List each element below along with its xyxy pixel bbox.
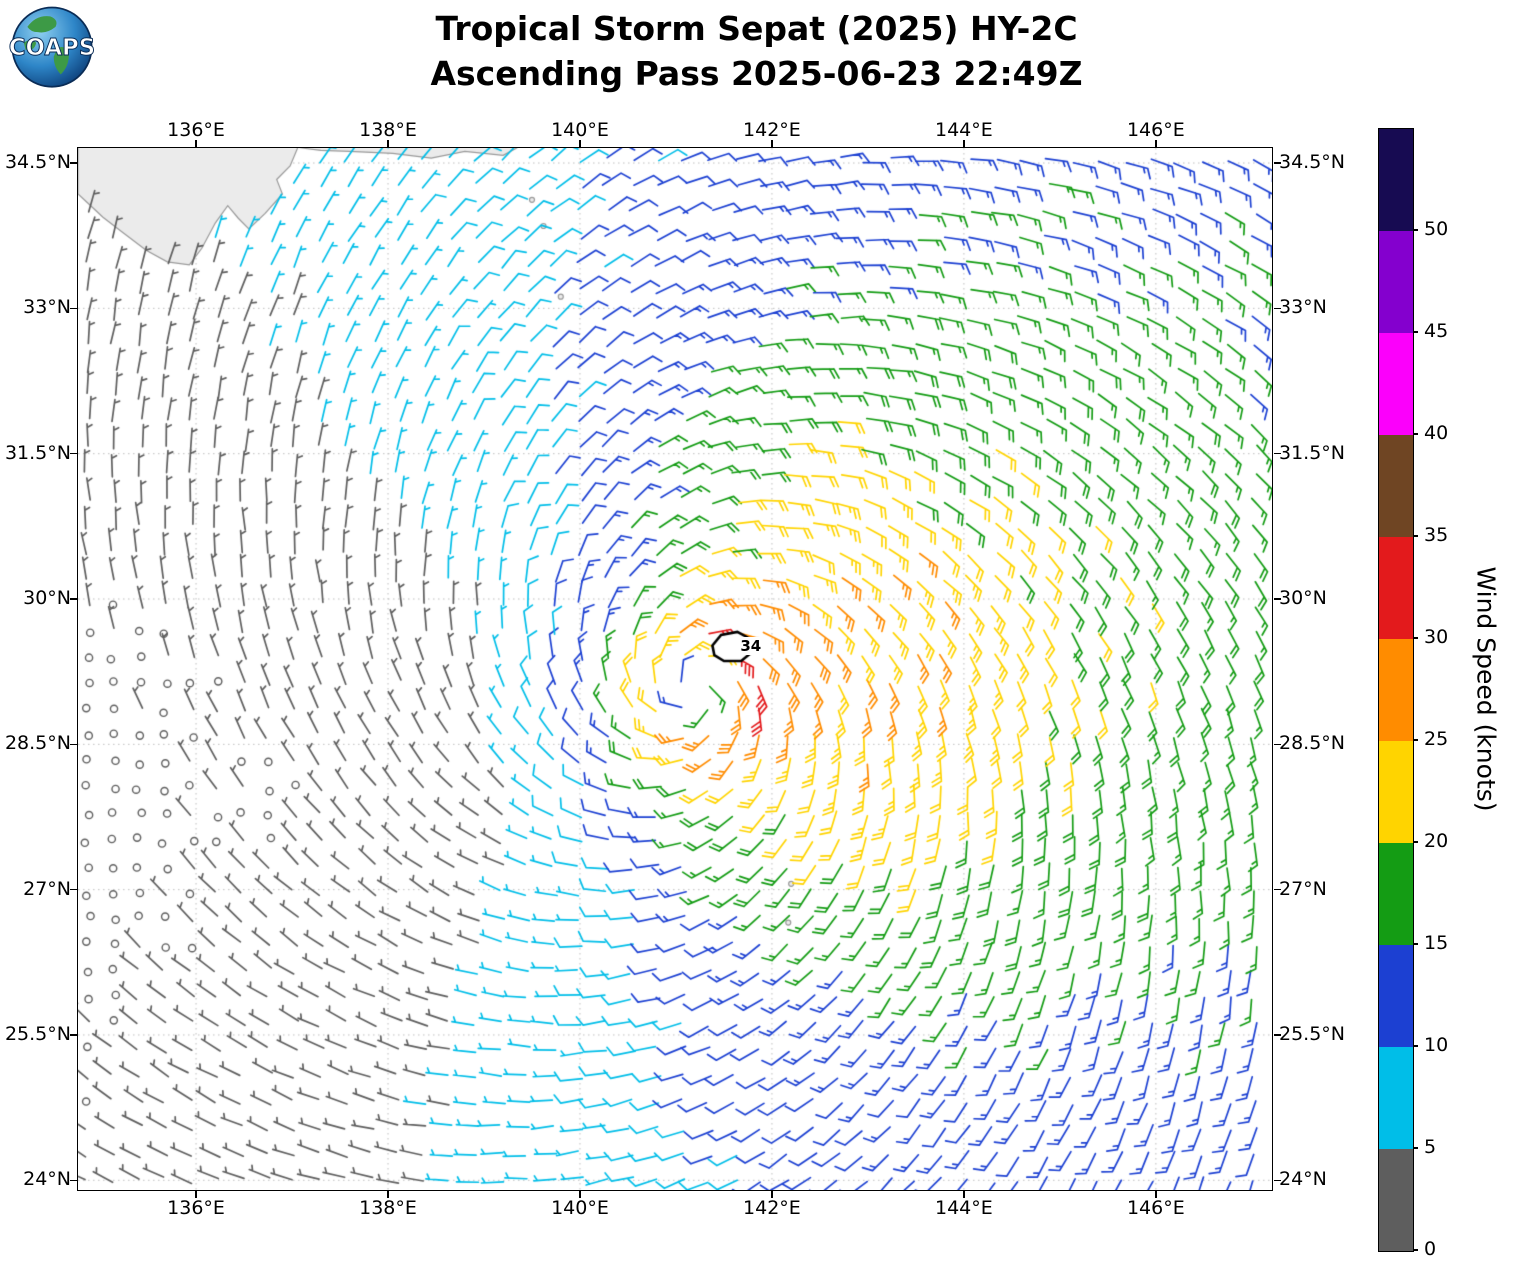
y-tick-mark-left bbox=[70, 307, 77, 310]
y-tick-mark-left bbox=[70, 452, 77, 455]
colorbar-tick-label: 0 bbox=[1424, 1238, 1437, 1260]
colorbar-tick-label: 35 bbox=[1424, 524, 1449, 546]
y-tick-mark-left bbox=[70, 598, 77, 600]
x-tick-mark-top bbox=[771, 140, 773, 147]
colorbar-tick-label: 25 bbox=[1424, 728, 1449, 750]
coaps-logo-text: COAPS bbox=[9, 35, 96, 61]
colorbar-segment bbox=[1379, 945, 1413, 1047]
colorbar-tick-label: 40 bbox=[1424, 422, 1449, 444]
y-tick-mark-right bbox=[1274, 1034, 1281, 1036]
x-tick-mark-top bbox=[387, 140, 389, 147]
y-tick-mark-left bbox=[70, 1179, 77, 1182]
colorbar-segment bbox=[1379, 435, 1413, 537]
y-tick-label-right: 28.5°N bbox=[1279, 732, 1346, 755]
x-tick-label-top: 144°E bbox=[935, 119, 993, 141]
y-tick-label-left: 33°N bbox=[23, 296, 71, 319]
y-tick-mark-left bbox=[70, 888, 77, 891]
y-tick-mark-left bbox=[70, 162, 77, 164]
y-tick-mark-right bbox=[1274, 743, 1281, 746]
map-plot-area: 34 bbox=[77, 147, 1273, 1191]
x-tick-mark-bottom bbox=[579, 1191, 581, 1198]
x-tick-label-top: 140°E bbox=[551, 119, 609, 141]
colorbar-segment bbox=[1379, 639, 1413, 741]
colorbar bbox=[1378, 128, 1414, 1252]
x-tick-label-top: 146°E bbox=[1126, 119, 1185, 141]
plot-title-line2: Ascending Pass 2025-06-23 22:49Z bbox=[430, 53, 1083, 93]
colorbar-segments bbox=[1379, 129, 1413, 1251]
y-tick-label-left: 25.5°N bbox=[4, 1022, 71, 1045]
x-tick-mark-bottom bbox=[387, 1191, 389, 1198]
plot-title-line1: Tropical Storm Sepat (2025) HY-2C bbox=[435, 9, 1078, 48]
colorbar-tick-label: 15 bbox=[1424, 932, 1449, 954]
y-tick-mark-right bbox=[1274, 598, 1281, 600]
x-tick-label-bottom: 140°E bbox=[551, 1197, 609, 1219]
colorbar-segment bbox=[1379, 537, 1413, 639]
x-tick-mark-bottom bbox=[963, 1191, 965, 1198]
colorbar-segment bbox=[1379, 741, 1413, 843]
y-tick-label-left: 24°N bbox=[23, 1168, 71, 1191]
x-tick-label-top: 142°E bbox=[743, 119, 801, 141]
x-tick-label-bottom: 136°E bbox=[167, 1197, 225, 1219]
colorbar-segment bbox=[1379, 333, 1413, 435]
x-tick-mark-top bbox=[963, 140, 965, 147]
x-tick-label-bottom: 146°E bbox=[1126, 1197, 1185, 1219]
y-tick-label-left: 28.5°N bbox=[4, 732, 71, 755]
colorbar-segment bbox=[1379, 1047, 1413, 1149]
y-tick-label-right: 25.5°N bbox=[1279, 1022, 1346, 1045]
y-tick-mark-left bbox=[70, 1034, 77, 1036]
y-tick-label-right: 30°N bbox=[1279, 587, 1327, 609]
y-tick-label-right: 27°N bbox=[1279, 877, 1327, 900]
colorbar-segment bbox=[1379, 843, 1413, 945]
colorbar-tick-label: 30 bbox=[1424, 626, 1449, 648]
y-tick-label-left: 31.5°N bbox=[4, 441, 71, 464]
colorbar-tick-label: 5 bbox=[1424, 1136, 1437, 1158]
y-tick-mark-right bbox=[1274, 888, 1281, 891]
y-tick-mark-right bbox=[1274, 1179, 1281, 1182]
x-tick-mark-bottom bbox=[771, 1191, 773, 1198]
y-tick-label-right: 33°N bbox=[1279, 296, 1327, 319]
x-tick-label-bottom: 142°E bbox=[743, 1197, 801, 1219]
colorbar-tick-label: 20 bbox=[1424, 830, 1449, 852]
y-tick-mark-left bbox=[70, 743, 77, 746]
colorbar-segment bbox=[1379, 231, 1413, 333]
y-tick-mark-right bbox=[1274, 307, 1281, 310]
colorbar-segment bbox=[1379, 1149, 1413, 1251]
colorbar-segment bbox=[1379, 129, 1413, 231]
x-tick-label-bottom: 138°E bbox=[359, 1197, 417, 1219]
y-tick-mark-right bbox=[1274, 452, 1281, 455]
y-tick-label-right: 24°N bbox=[1279, 1168, 1327, 1191]
y-tick-label-right: 34.5°N bbox=[1279, 151, 1346, 174]
plot-title: Tropical Storm Sepat (2025) HY-2C Ascend… bbox=[0, 7, 1513, 96]
x-tick-label-bottom: 144°E bbox=[935, 1197, 993, 1219]
x-tick-mark-top bbox=[195, 140, 197, 147]
coaps-globe-icon: COAPS bbox=[8, 6, 96, 88]
x-tick-mark-bottom bbox=[195, 1191, 197, 1198]
colorbar-tick-label: 10 bbox=[1424, 1034, 1449, 1056]
x-tick-label-top: 136°E bbox=[167, 119, 225, 141]
colorbar-tick-label: 50 bbox=[1424, 218, 1449, 240]
y-tick-mark-right bbox=[1274, 162, 1281, 164]
x-tick-label-top: 138°E bbox=[359, 119, 417, 141]
storm-intensity-label: 34 bbox=[738, 636, 764, 655]
y-tick-label-left: 30°N bbox=[23, 587, 71, 609]
x-tick-mark-bottom bbox=[1155, 1191, 1157, 1198]
y-tick-label-left: 27°N bbox=[23, 877, 71, 900]
y-tick-label-right: 31.5°N bbox=[1279, 441, 1346, 464]
colorbar-tick-label: 45 bbox=[1424, 320, 1449, 342]
coaps-logo: COAPS bbox=[8, 4, 96, 92]
y-tick-label-left: 34.5°N bbox=[4, 151, 71, 174]
x-tick-mark-top bbox=[579, 140, 581, 147]
x-tick-mark-top bbox=[1155, 140, 1157, 147]
colorbar-axis-label: Wind Speed (knots) bbox=[1471, 566, 1501, 812]
wind-barb-canvas bbox=[78, 148, 1272, 1190]
